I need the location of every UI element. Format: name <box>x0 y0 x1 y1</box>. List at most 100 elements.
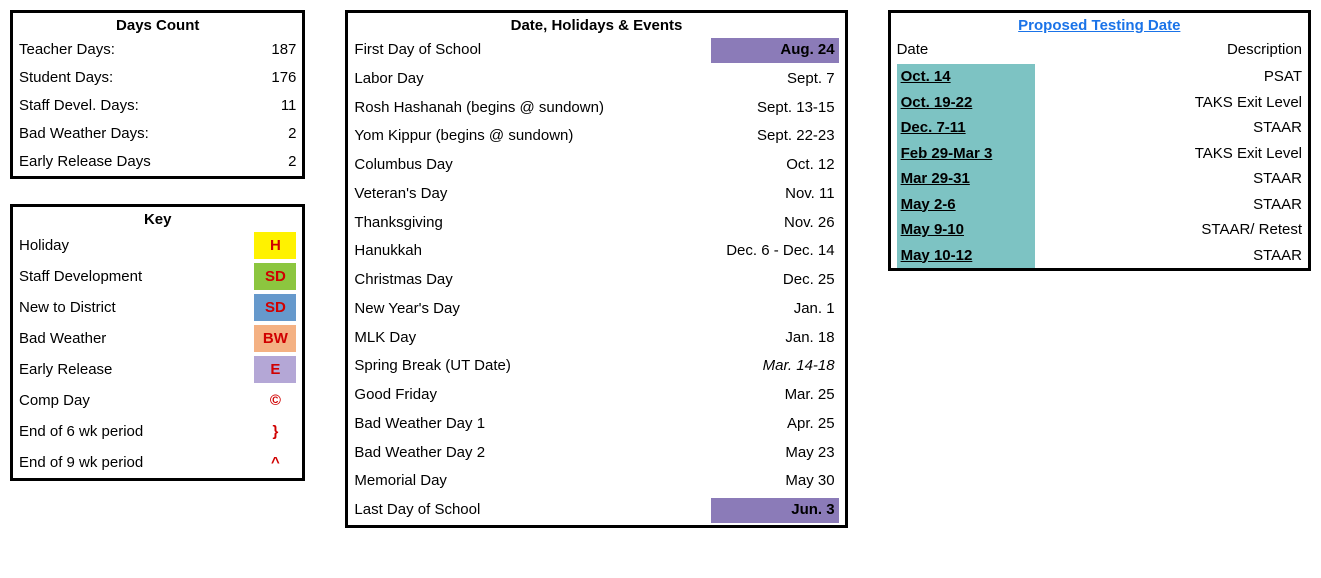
days-count-box: Days Count Teacher Days:187Student Days:… <box>10 10 305 179</box>
key-label: Holiday <box>19 232 254 259</box>
key-row: Bad WeatherBW <box>13 323 302 354</box>
event-date: Apr. 25 <box>711 412 839 437</box>
testing-desc: STAAR <box>1035 115 1302 141</box>
event-date: Oct. 12 <box>711 153 839 178</box>
days-count-row: Bad Weather Days:2 <box>13 120 302 148</box>
event-label: New Year's Day <box>354 297 710 322</box>
days-count-row: Teacher Days:187 <box>13 36 302 64</box>
event-row: Christmas DayDec. 25 <box>348 266 844 295</box>
event-date: Sept. 13-15 <box>711 96 839 121</box>
key-label: End of 6 wk period <box>19 418 254 445</box>
event-label: Thanksgiving <box>354 211 710 236</box>
days-count-label: Bad Weather Days: <box>19 122 236 146</box>
days-count-value: 2 <box>236 122 296 146</box>
event-date: Jan. 1 <box>711 297 839 322</box>
key-code: SD <box>254 294 296 321</box>
testing-desc: STAAR <box>1035 166 1302 192</box>
event-row: Spring Break (UT Date)Mar. 14-18 <box>348 352 844 381</box>
event-row: Bad Weather Day 2May 23 <box>348 439 844 468</box>
event-row: ThanksgivingNov. 26 <box>348 209 844 238</box>
testing-desc: STAAR <box>1035 243 1302 269</box>
events-box: Date, Holidays & Events First Day of Sch… <box>345 10 847 528</box>
testing-row: Mar 29-31STAAR <box>891 166 1308 192</box>
testing-row: Feb 29-Mar 3TAKS Exit Level <box>891 141 1308 167</box>
key-row: Early ReleaseE <box>13 354 302 385</box>
key-code: © <box>254 387 296 414</box>
key-code: ^ <box>254 449 296 476</box>
key-label: Bad Weather <box>19 325 254 352</box>
event-date: Jun. 3 <box>711 498 839 523</box>
event-date: Nov. 11 <box>711 182 839 207</box>
event-label: Bad Weather Day 2 <box>354 441 710 466</box>
event-label: Columbus Day <box>354 153 710 178</box>
key-row: HolidayH <box>13 230 302 261</box>
event-label: Hanukkah <box>354 239 710 264</box>
key-row: New to DistrictSD <box>13 292 302 323</box>
event-date: Jan. 18 <box>711 326 839 351</box>
event-row: Veteran's DayNov. 11 <box>348 180 844 209</box>
testing-desc: STAAR/ Retest <box>1035 217 1302 243</box>
days-count-label: Student Days: <box>19 66 236 90</box>
key-label: Comp Day <box>19 387 254 414</box>
event-row: Last Day of SchoolJun. 3 <box>348 496 844 525</box>
days-count-label: Staff Devel. Days: <box>19 94 236 118</box>
testing-box: Proposed Testing Date Date Description O… <box>888 10 1311 271</box>
testing-row: Dec. 7-11STAAR <box>891 115 1308 141</box>
days-count-row: Student Days:176 <box>13 64 302 92</box>
testing-title: Proposed Testing Date <box>891 13 1308 36</box>
event-row: Columbus DayOct. 12 <box>348 151 844 180</box>
event-date: Sept. 7 <box>711 67 839 92</box>
testing-row: May 10-12STAAR <box>891 243 1308 269</box>
event-label: Christmas Day <box>354 268 710 293</box>
key-code: } <box>254 418 296 445</box>
days-count-row: Early Release Days2 <box>13 148 302 176</box>
key-row: End of 9 wk period^ <box>13 447 302 478</box>
event-date: Nov. 26 <box>711 211 839 236</box>
testing-desc: TAKS Exit Level <box>1035 141 1302 167</box>
key-code: H <box>254 232 296 259</box>
key-label: New to District <box>19 294 254 321</box>
event-label: MLK Day <box>354 326 710 351</box>
days-count-label: Teacher Days: <box>19 38 236 62</box>
testing-row: May 9-10STAAR/ Retest <box>891 217 1308 243</box>
testing-date: Oct. 19-22 <box>897 90 1035 116</box>
event-label: Yom Kippur (begins @ sundown) <box>354 124 710 149</box>
key-code: E <box>254 356 296 383</box>
days-count-value: 176 <box>236 66 296 90</box>
key-label: End of 9 wk period <box>19 449 254 476</box>
event-label: First Day of School <box>354 38 710 63</box>
event-label: Last Day of School <box>354 498 710 523</box>
days-count-title: Days Count <box>13 13 302 36</box>
testing-head-desc: Description <box>1027 38 1302 62</box>
testing-row: May 2-6STAAR <box>891 192 1308 218</box>
days-count-value: 187 <box>236 38 296 62</box>
days-count-value: 2 <box>236 150 296 174</box>
key-row: End of 6 wk period} <box>13 416 302 447</box>
testing-date: Dec. 7-11 <box>897 115 1035 141</box>
days-count-label: Early Release Days <box>19 150 236 174</box>
event-date: Sept. 22-23 <box>711 124 839 149</box>
event-row: First Day of SchoolAug. 24 <box>348 36 844 65</box>
testing-row: Oct. 19-22TAKS Exit Level <box>891 90 1308 116</box>
event-label: Rosh Hashanah (begins @ sundown) <box>354 96 710 121</box>
testing-head: Date Description <box>891 36 1308 64</box>
event-row: Bad Weather Day 1Apr. 25 <box>348 410 844 439</box>
key-title: Key <box>13 207 302 230</box>
event-date: Dec. 25 <box>711 268 839 293</box>
event-row: Labor DaySept. 7 <box>348 65 844 94</box>
event-row: New Year's DayJan. 1 <box>348 295 844 324</box>
event-row: Good FridayMar. 25 <box>348 381 844 410</box>
event-label: Bad Weather Day 1 <box>354 412 710 437</box>
event-date: Mar. 25 <box>711 383 839 408</box>
event-row: Rosh Hashanah (begins @ sundown)Sept. 13… <box>348 94 844 123</box>
event-label: Spring Break (UT Date) <box>354 354 710 379</box>
event-date: Aug. 24 <box>711 38 839 63</box>
event-label: Memorial Day <box>354 469 710 494</box>
days-count-value: 11 <box>236 94 296 118</box>
key-box: Key HolidayHStaff DevelopmentSDNew to Di… <box>10 204 305 481</box>
key-code: BW <box>254 325 296 352</box>
testing-row: Oct. 14PSAT <box>891 64 1308 90</box>
event-date: Dec. 6 - Dec. 14 <box>711 239 839 264</box>
testing-date: Feb 29-Mar 3 <box>897 141 1035 167</box>
key-code: SD <box>254 263 296 290</box>
